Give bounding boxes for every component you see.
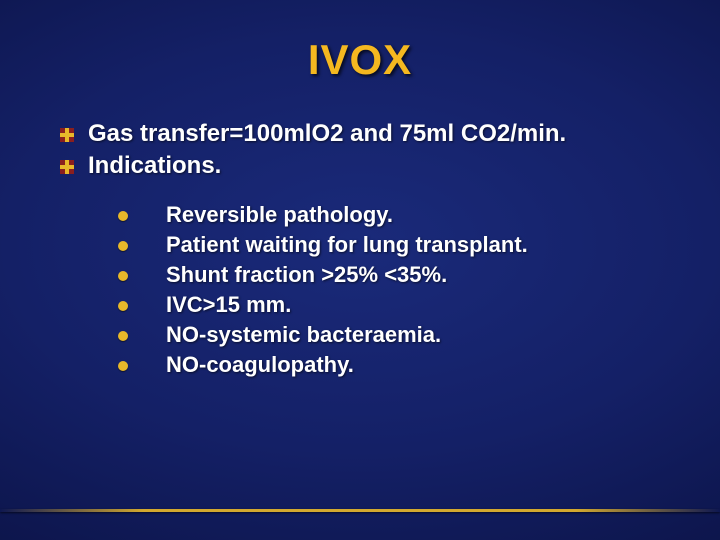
- level2-text: Reversible pathology.: [166, 202, 393, 228]
- level2-item: Shunt fraction >25% <35%.: [118, 262, 720, 288]
- diamond-bullet-icon: [60, 160, 74, 174]
- level2-text: NO-coagulopathy.: [166, 352, 354, 378]
- level1-text: Gas transfer=100mlO2 and 75ml CO2/min.: [88, 120, 566, 148]
- level2-item: IVC>15 mm.: [118, 292, 720, 318]
- dot-bullet-icon: [118, 361, 128, 371]
- level2-item: NO-coagulopathy.: [118, 352, 720, 378]
- dot-bullet-icon: [118, 301, 128, 311]
- slide-title: IVOX: [0, 36, 720, 84]
- dot-bullet-icon: [118, 271, 128, 281]
- level2-item: Patient waiting for lung transplant.: [118, 232, 720, 258]
- level1-list: Gas transfer=100mlO2 and 75ml CO2/min. I…: [60, 120, 680, 180]
- level2-text: IVC>15 mm.: [166, 292, 291, 318]
- dot-bullet-icon: [118, 331, 128, 341]
- level2-list: Reversible pathology. Patient waiting fo…: [118, 202, 720, 378]
- level1-item: Indications.: [60, 152, 680, 180]
- level2-item: Reversible pathology.: [118, 202, 720, 228]
- level2-text: Shunt fraction >25% <35%.: [166, 262, 447, 288]
- level2-item: NO-systemic bacteraemia.: [118, 322, 720, 348]
- level2-text: Patient waiting for lung transplant.: [166, 232, 528, 258]
- level2-text: NO-systemic bacteraemia.: [166, 322, 441, 348]
- dot-bullet-icon: [118, 241, 128, 251]
- level1-text: Indications.: [88, 152, 221, 180]
- level1-item: Gas transfer=100mlO2 and 75ml CO2/min.: [60, 120, 680, 148]
- diamond-bullet-icon: [60, 128, 74, 142]
- dot-bullet-icon: [118, 211, 128, 221]
- slide: IVOX Gas transfer=100mlO2 and 75ml CO2/m…: [0, 0, 720, 540]
- footer-accent-line: [0, 509, 720, 512]
